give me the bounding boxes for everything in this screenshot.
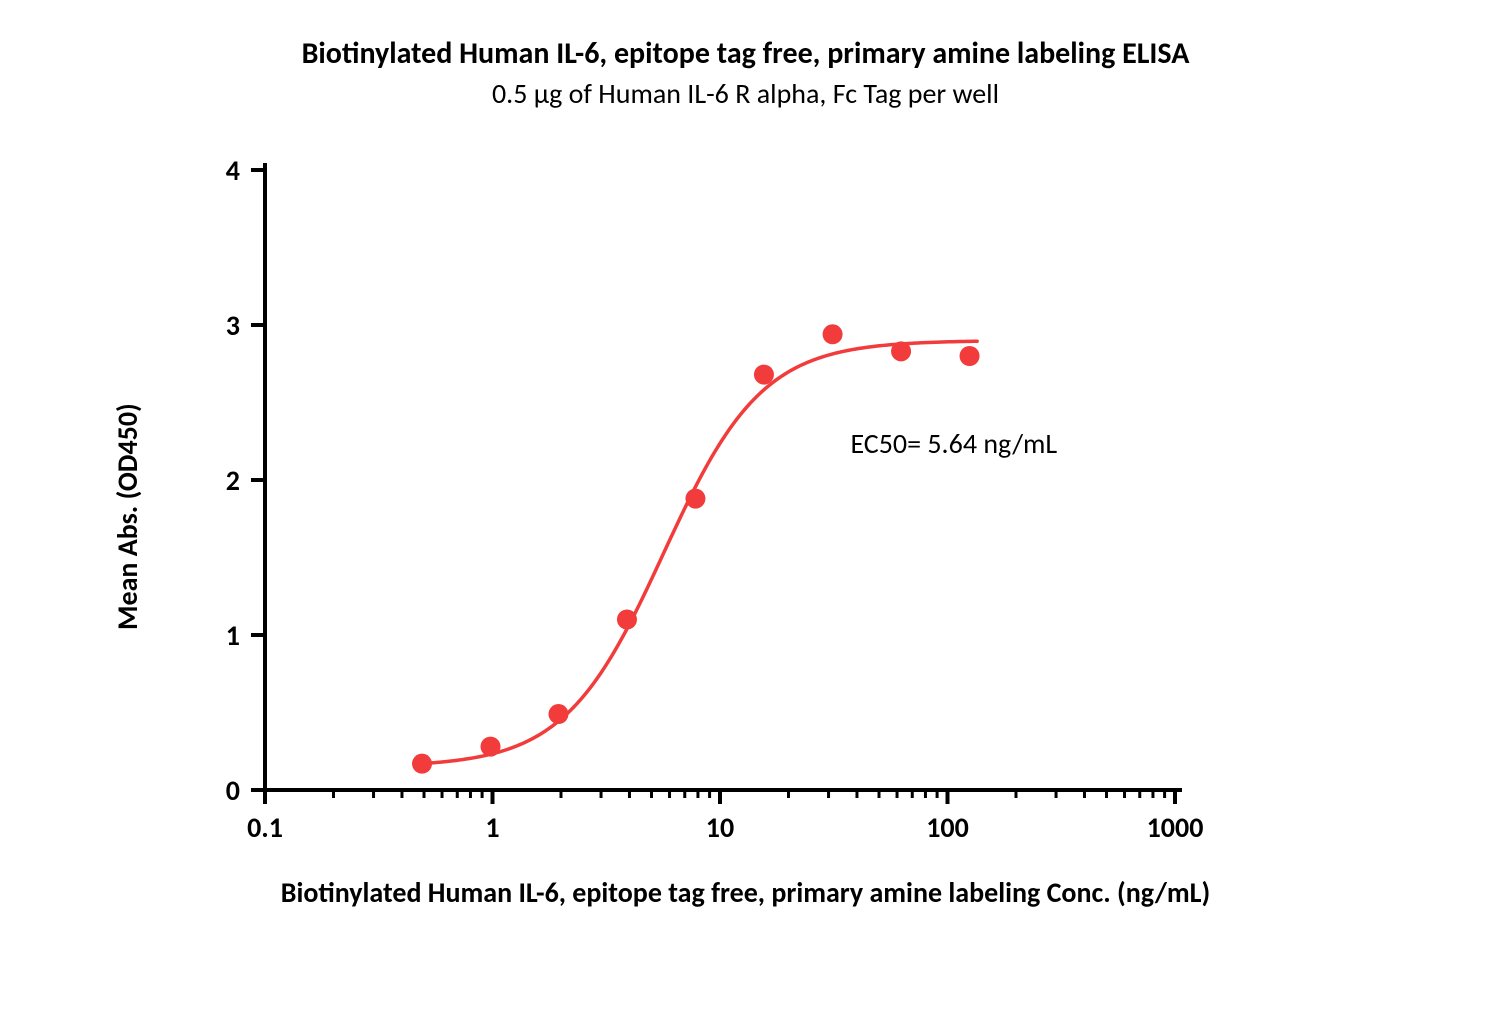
chart-title-sub: 0.5 µg of Human IL-6 R alpha, Fc Tag per… <box>0 76 1491 111</box>
fitted-curve <box>420 341 977 763</box>
y-axis-label: Mean Abs. (OD450) <box>110 403 145 630</box>
chart-title-main: Biotinylated Human IL-6, epitope tag fre… <box>0 35 1491 72</box>
y-tick-label: 2 <box>226 463 240 498</box>
ec50-annotation: EC50= 5.64 ng/mL <box>850 426 1057 461</box>
data-point <box>481 737 501 757</box>
x-tick-label: 1 <box>485 810 499 845</box>
x-tick-label: 0.1 <box>247 810 283 845</box>
y-tick-label: 0 <box>226 773 240 808</box>
x-axis-label: Biotinylated Human IL-6, epitope tag fre… <box>0 875 1491 910</box>
x-tick-label: 10 <box>706 810 734 845</box>
y-tick-label: 4 <box>226 153 240 188</box>
y-tick-label: 1 <box>226 618 240 653</box>
data-point <box>823 324 843 344</box>
data-point <box>412 754 432 774</box>
data-point <box>548 704 568 724</box>
data-point <box>891 341 911 361</box>
x-tick-label: 100 <box>926 810 969 845</box>
data-point <box>617 610 637 630</box>
x-tick-label: 1000 <box>1147 810 1204 845</box>
chart-plot-area <box>245 150 1195 810</box>
data-point <box>960 346 980 366</box>
data-point <box>685 489 705 509</box>
chart-title-block: Biotinylated Human IL-6, epitope tag fre… <box>0 35 1491 111</box>
data-point <box>754 365 774 385</box>
y-tick-label: 3 <box>226 308 240 343</box>
